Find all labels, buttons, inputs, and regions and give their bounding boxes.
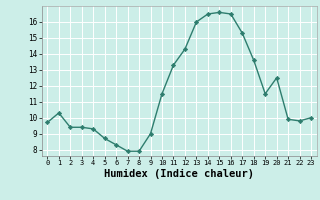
X-axis label: Humidex (Indice chaleur): Humidex (Indice chaleur) bbox=[104, 169, 254, 179]
